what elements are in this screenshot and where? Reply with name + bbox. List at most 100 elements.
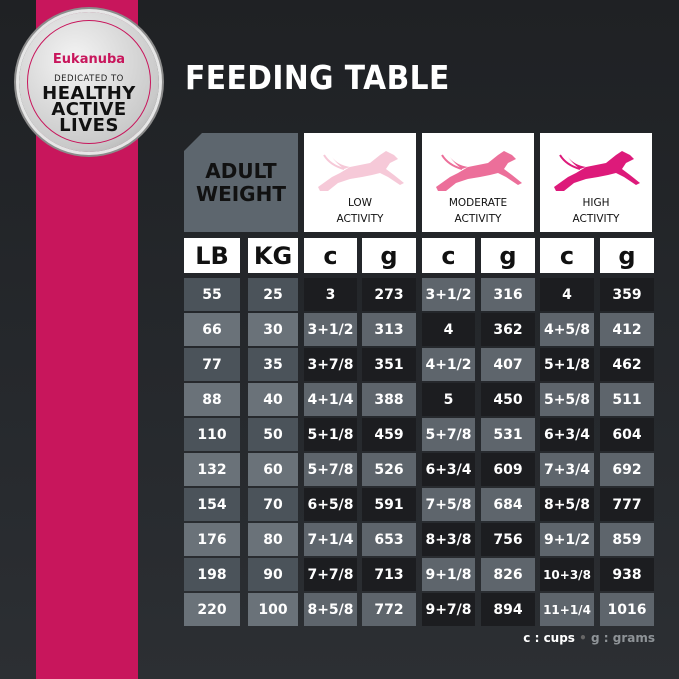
table-cell: 4+1/4	[304, 383, 357, 416]
table-cell: 4	[540, 278, 594, 311]
legend-grams: g : grams	[591, 631, 655, 645]
table-cell: 70	[248, 488, 298, 521]
table-cell: 30	[248, 313, 298, 346]
table-cell: 9+7/8	[422, 593, 475, 626]
badge-line3: LIVES	[59, 115, 119, 136]
table-cell: 859	[600, 523, 654, 556]
table-cell: 511	[600, 383, 654, 416]
badge-ring	[27, 20, 151, 144]
table-cell: 5+5/8	[540, 383, 594, 416]
table-cell: 713	[362, 558, 416, 591]
activity-label: ACTIVITY	[454, 213, 502, 225]
table-cell: 4+5/8	[540, 313, 594, 346]
column-header: c	[304, 238, 357, 273]
low-activity-header: LOW ACTIVITY	[304, 133, 416, 232]
table-cell: 609	[481, 453, 535, 486]
table-cell: 132	[184, 453, 240, 486]
table-cell: 9+1/8	[422, 558, 475, 591]
table-cell: 60	[248, 453, 298, 486]
table-cell: 772	[362, 593, 416, 626]
table-cell: 938	[600, 558, 654, 591]
table-cell: 756	[481, 523, 535, 556]
table-cell: 11+1/4	[540, 593, 594, 626]
table-cell: 6+5/8	[304, 488, 357, 521]
table-cell: 10+3/8	[540, 558, 594, 591]
column-header: g	[600, 238, 654, 273]
table-cell: 176	[184, 523, 240, 556]
table-cell: 359	[600, 278, 654, 311]
table-cell: 3	[304, 278, 357, 311]
table-cell: 684	[481, 488, 535, 521]
column-header: c	[540, 238, 594, 273]
table-cell: 5+7/8	[422, 418, 475, 451]
moderate-activity-header: MODERATE ACTIVITY	[422, 133, 534, 232]
table-cell: 313	[362, 313, 416, 346]
table-cell: 316	[481, 278, 535, 311]
running-dog-icon	[554, 151, 640, 191]
table-cell: 459	[362, 418, 416, 451]
table-cell: 1016	[600, 593, 654, 626]
brand-name: Eukanuba	[52, 52, 126, 67]
column-header: g	[362, 238, 416, 273]
table-cell: 88	[184, 383, 240, 416]
table-cell: 3+7/8	[304, 348, 357, 381]
table-cell: 412	[600, 313, 654, 346]
table-cell: 154	[184, 488, 240, 521]
table-cell: 7+3/4	[540, 453, 594, 486]
running-dog-icon	[436, 151, 522, 191]
adult-weight-line2: WEIGHT	[196, 181, 286, 206]
table-cell: 531	[481, 418, 535, 451]
table-cell: 407	[481, 348, 535, 381]
column-header: KG	[248, 238, 298, 273]
table-cell: 591	[362, 488, 416, 521]
table-cell: 40	[248, 383, 298, 416]
adult-weight-line1: ADULT	[205, 158, 277, 183]
table-cell: 198	[184, 558, 240, 591]
activity-level: HIGH	[582, 197, 610, 209]
activity-label: ACTIVITY	[336, 213, 384, 225]
table-cell: 8+3/8	[422, 523, 475, 556]
page-title: FEEDING TABLE	[185, 58, 450, 97]
table-cell: 5+1/8	[304, 418, 357, 451]
column-header: LB	[184, 238, 240, 273]
table-cell: 7+7/8	[304, 558, 357, 591]
table-cell: 7+5/8	[422, 488, 475, 521]
table-cell: 7+1/4	[304, 523, 357, 556]
table-cell: 3+1/2	[422, 278, 475, 311]
table-cell: 77	[184, 348, 240, 381]
running-dog-icon	[318, 151, 404, 191]
table-cell: 9+1/2	[540, 523, 594, 556]
table-cell: 5+7/8	[304, 453, 357, 486]
badge-tagline: DEDICATED TO	[54, 74, 124, 84]
table-cell: 894	[481, 593, 535, 626]
eukanuba-badge-logo: Eukanuba DEDICATED TO HEALTHY ACTIVE LIV…	[19, 12, 159, 152]
table-cell: 462	[600, 348, 654, 381]
activity-level: MODERATE	[448, 197, 508, 209]
table-cell: 362	[481, 313, 535, 346]
table-cell: 351	[362, 348, 416, 381]
activity-level: LOW	[347, 197, 373, 209]
table-cell: 8+5/8	[540, 488, 594, 521]
table-cell: 5+1/8	[540, 348, 594, 381]
table-cell: 6+3/4	[422, 453, 475, 486]
badge-line2: ACTIVE	[51, 99, 127, 120]
table-cell: 388	[362, 383, 416, 416]
table-cell: 8+5/8	[304, 593, 357, 626]
table-cell: 6+3/4	[540, 418, 594, 451]
table-cell: 80	[248, 523, 298, 556]
table-cell: 100	[248, 593, 298, 626]
table-cell: 4	[422, 313, 475, 346]
table-cell: 55	[184, 278, 240, 311]
table-cell: 826	[481, 558, 535, 591]
table-cell: 3+1/2	[304, 313, 357, 346]
table-cell: 653	[362, 523, 416, 556]
table-cell: 66	[184, 313, 240, 346]
activity-label: ACTIVITY	[572, 213, 620, 225]
table-cell: 5	[422, 383, 475, 416]
table-cell: 90	[248, 558, 298, 591]
column-header: c	[422, 238, 475, 273]
table-cell: 50	[248, 418, 298, 451]
table-cell: 220	[184, 593, 240, 626]
table-cell: 450	[481, 383, 535, 416]
